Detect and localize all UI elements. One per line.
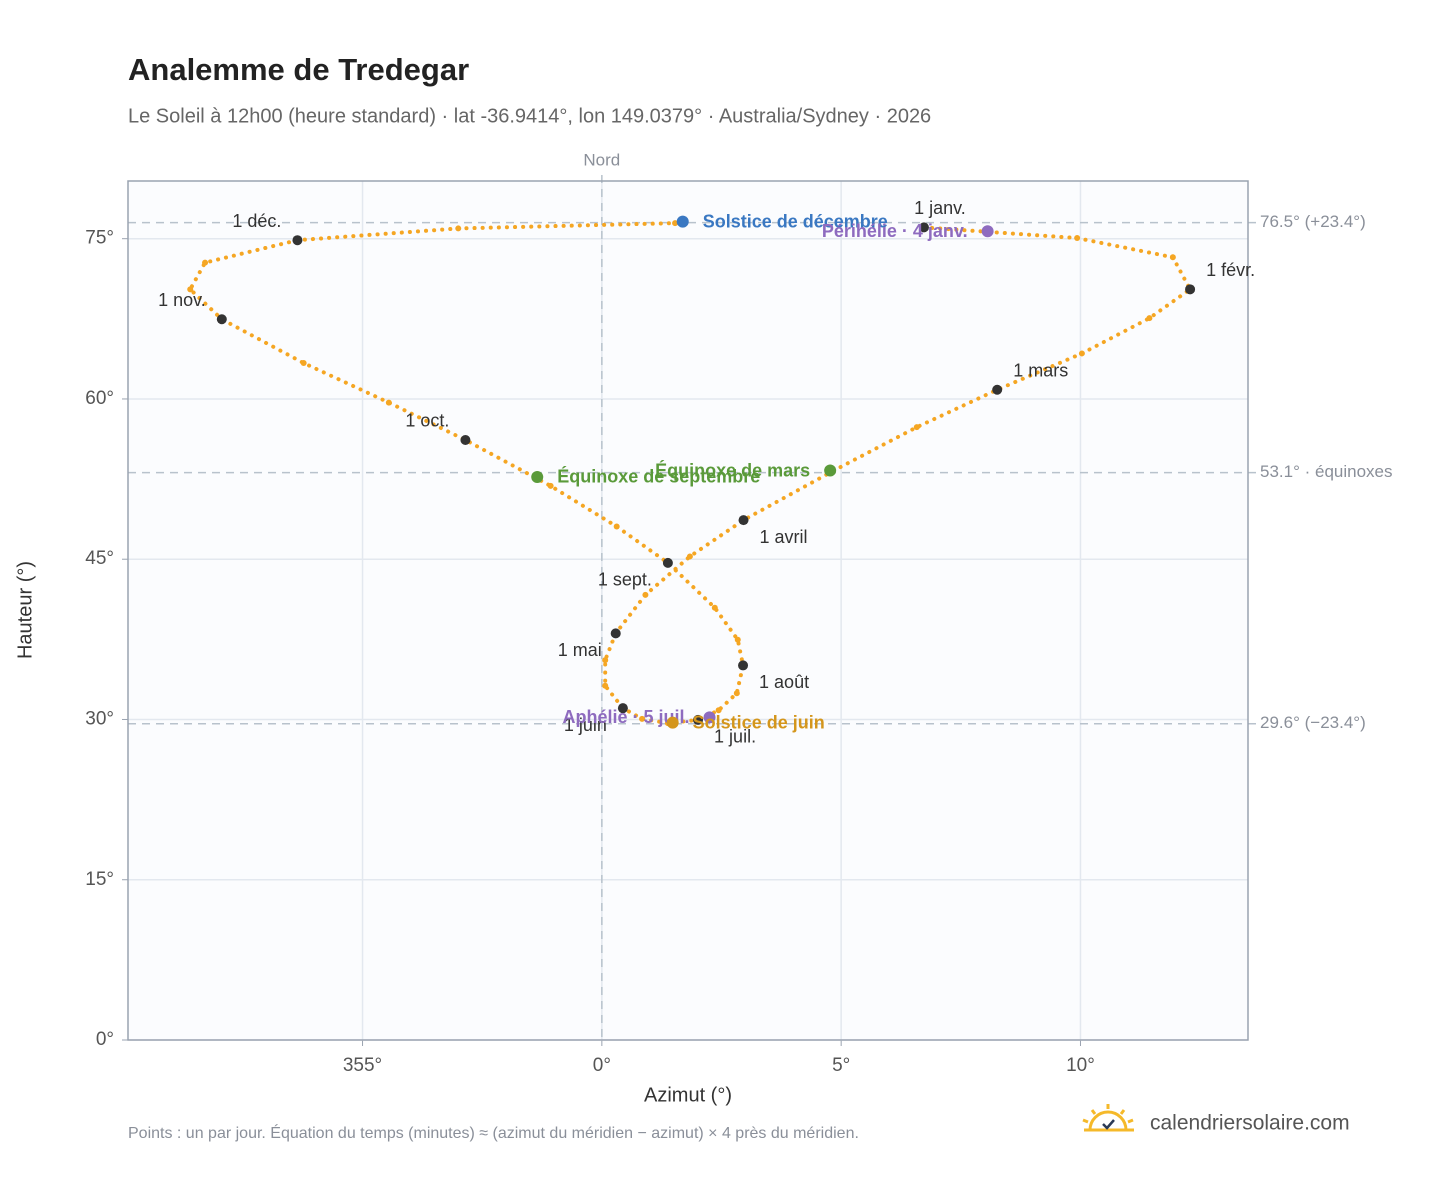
month-label: 1 nov. [158, 290, 206, 310]
x-axis-label: Azimut (°) [644, 1084, 732, 1106]
footnote: Points : un par jour. Équation du temps … [128, 1123, 859, 1142]
analemma-trace [188, 221, 1193, 726]
daily-point [686, 553, 693, 560]
month-label: 1 sept. [598, 570, 652, 590]
month-label: 1 févr. [1206, 260, 1255, 280]
meridian-label: Nord [583, 150, 620, 169]
event-label: Solstice de décembre [703, 211, 888, 231]
y-tick-label: 45° [85, 548, 114, 569]
month-point [738, 515, 749, 526]
daily-point [1078, 350, 1085, 357]
month-point [610, 628, 621, 639]
x-tick-label: 10° [1066, 1055, 1095, 1076]
month-label: 1 janv. [914, 198, 966, 218]
month-point [617, 703, 628, 714]
brand-icon [1082, 1104, 1134, 1132]
chart-title: Analemme de Tredegar [128, 52, 469, 87]
event-point [531, 470, 544, 483]
month-label: 1 juil. [714, 727, 756, 747]
y-axis-label: Hauteur (°) [14, 561, 36, 659]
daily-point [715, 707, 722, 714]
daily-point [602, 657, 609, 664]
daily-point [1146, 315, 1153, 322]
month-label: 1 mars [1013, 361, 1068, 381]
daily-point [187, 286, 194, 293]
plot-frame [127, 180, 1249, 1041]
reference-label: 29.6° (−23.4°) [1260, 713, 1366, 732]
event-label: Équinoxe de mars [655, 459, 810, 480]
x-tick-label: 0° [593, 1055, 611, 1076]
y-tick-label: 30° [85, 708, 114, 729]
daily-point [913, 424, 920, 431]
daily-point [385, 399, 392, 406]
month-point [918, 222, 929, 233]
x-tick-label: 5° [832, 1055, 850, 1076]
month-label: 1 août [759, 672, 809, 692]
daily-point [734, 636, 741, 643]
chart-subtitle: Le Soleil à 12h00 (heure standard) · lat… [128, 105, 931, 127]
month-label: 1 juin [564, 715, 607, 735]
reference-label: 76.5° (+23.4°) [1260, 212, 1366, 231]
daily-point [639, 715, 646, 722]
event-point [676, 215, 689, 228]
month-point [738, 660, 749, 671]
y-tick-label: 75° [85, 228, 114, 249]
y-tick-label: 15° [85, 869, 114, 890]
month-point [216, 314, 227, 325]
reference-label: 53.1° · équinoxes [1260, 462, 1393, 481]
month-point [992, 384, 1003, 395]
event-label: Aphélie · 5 juil. [563, 707, 690, 727]
month-label: 1 mai [558, 640, 602, 660]
daily-point [672, 220, 679, 227]
daily-point [1074, 235, 1081, 242]
daily-point [547, 482, 554, 489]
event-point [824, 464, 837, 477]
plot-area [128, 181, 1248, 1040]
daily-point [642, 591, 649, 598]
daily-point [733, 690, 740, 697]
daily-point [300, 360, 307, 367]
event-point [981, 225, 994, 238]
daily-point [1169, 254, 1176, 261]
month-point [1185, 284, 1196, 295]
event-point [666, 716, 679, 729]
month-point [292, 235, 303, 246]
daily-point [202, 259, 209, 266]
month-point [662, 557, 673, 568]
daily-point [455, 225, 462, 232]
y-tick-label: 0° [96, 1029, 114, 1050]
brand-name: calendriersolaire.com [1150, 1112, 1350, 1135]
month-label: 1 déc. [232, 211, 281, 231]
y-tick-label: 60° [85, 388, 114, 409]
event-label: Solstice de juin [693, 712, 825, 732]
x-tick-label: 355° [343, 1055, 382, 1076]
month-point [693, 714, 704, 725]
daily-point [613, 523, 620, 530]
event-label: Périhélie · 4 janv. [822, 221, 968, 241]
month-point [460, 434, 471, 445]
event-label: Équinoxe de septembre [557, 466, 760, 487]
daily-point [711, 604, 718, 611]
month-label: 1 avril [760, 527, 808, 547]
daily-point [602, 682, 609, 689]
event-point [703, 711, 716, 724]
month-label: 1 oct. [405, 411, 449, 431]
